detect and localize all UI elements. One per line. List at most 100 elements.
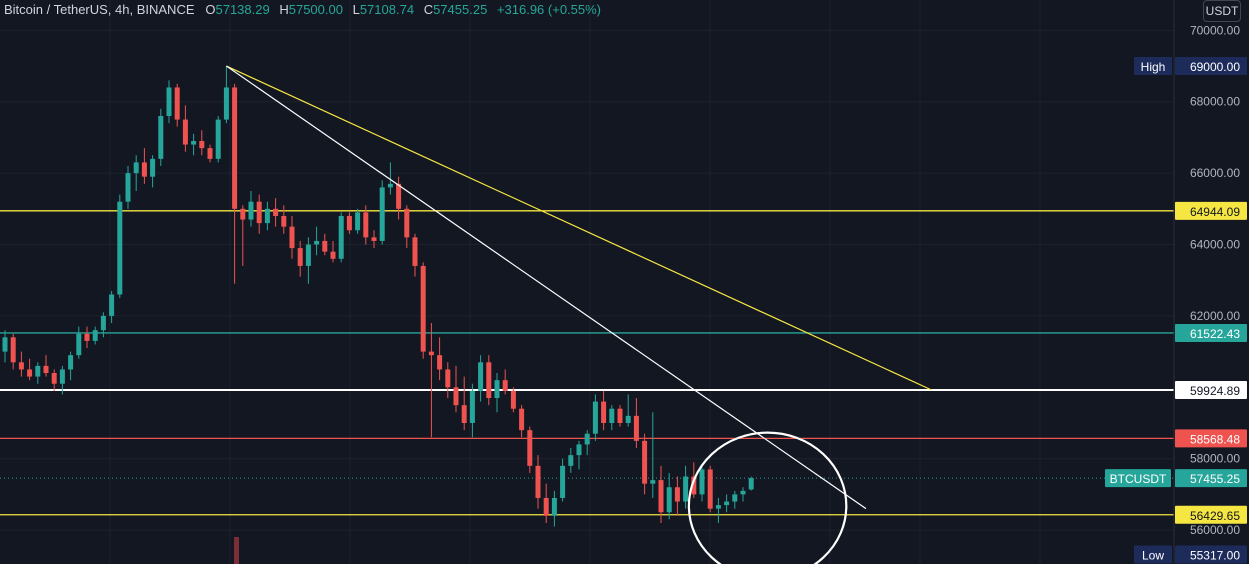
candle-body bbox=[166, 87, 172, 117]
marker-name-bg bbox=[1134, 57, 1172, 76]
candle-body bbox=[76, 333, 82, 356]
candle-body bbox=[264, 208, 270, 224]
last-price-tag-bg bbox=[1175, 469, 1247, 488]
candle-body bbox=[461, 405, 467, 423]
candle-body bbox=[404, 208, 410, 238]
candle-body bbox=[223, 87, 229, 120]
candle-body bbox=[412, 237, 418, 266]
candle-body bbox=[281, 215, 287, 227]
candle-body bbox=[346, 215, 352, 231]
candle-body bbox=[191, 141, 197, 145]
candle-body bbox=[182, 119, 188, 145]
highlight-ellipse[interactable] bbox=[687, 431, 848, 564]
candle-body bbox=[748, 478, 754, 490]
candle-body bbox=[494, 380, 500, 399]
high-value: 57500.00 bbox=[288, 2, 343, 17]
candle-body bbox=[453, 387, 459, 406]
candle-body bbox=[609, 408, 615, 423]
candle-body bbox=[445, 369, 451, 388]
candle-body bbox=[314, 240, 320, 245]
level-price-tag-bg bbox=[1175, 429, 1247, 448]
candle-body bbox=[469, 390, 475, 423]
candle-body bbox=[560, 465, 566, 498]
candle-body bbox=[35, 365, 41, 377]
candle-body bbox=[650, 480, 656, 484]
candle-body bbox=[715, 505, 721, 509]
candle-body bbox=[2, 337, 8, 352]
candle-body bbox=[732, 494, 738, 502]
marker-name-low: Low bbox=[1142, 548, 1164, 562]
candle-body bbox=[379, 187, 385, 241]
candle-body bbox=[527, 430, 533, 466]
trendline[interactable] bbox=[226, 65, 932, 391]
candle-body bbox=[592, 401, 598, 434]
candle-body bbox=[478, 362, 484, 391]
candle-body bbox=[428, 351, 434, 356]
currency-unit-button[interactable]: USDT bbox=[1203, 0, 1241, 22]
symbol-title: Bitcoin / TetherUS, 4h, BINANCE bbox=[4, 2, 195, 17]
candle-body bbox=[18, 362, 24, 370]
level-price-tag: 58568.48 bbox=[1190, 432, 1240, 446]
candle-body bbox=[322, 240, 328, 252]
candle-body bbox=[141, 162, 147, 177]
y-axis-tick-label: 62000.00 bbox=[1190, 309, 1240, 323]
candle-body bbox=[355, 212, 361, 231]
close-value: 57455.25 bbox=[433, 2, 488, 17]
level-price-tag-bg bbox=[1175, 201, 1247, 220]
candle-body bbox=[396, 183, 402, 209]
candle-body bbox=[330, 251, 336, 259]
candle-body bbox=[543, 497, 549, 516]
candle-body bbox=[150, 158, 156, 177]
candle-body bbox=[724, 501, 730, 506]
candle-body bbox=[207, 148, 213, 159]
candle-body bbox=[576, 444, 582, 456]
y-axis-tick-label: 68000.00 bbox=[1190, 95, 1240, 109]
open-label: O bbox=[205, 2, 216, 17]
level-price-tag: 61522.43 bbox=[1190, 327, 1240, 341]
candle-body bbox=[133, 162, 139, 174]
high-label: H bbox=[279, 2, 289, 17]
candle-body bbox=[371, 237, 377, 241]
candle-body bbox=[510, 390, 516, 409]
candle-body bbox=[535, 465, 541, 498]
trendline[interactable] bbox=[226, 65, 867, 510]
last-price-tag: 57455.25 bbox=[1190, 472, 1240, 486]
candle-body bbox=[633, 415, 639, 441]
level-price-tag-bg bbox=[1175, 380, 1247, 399]
low-value: 57108.74 bbox=[359, 2, 415, 17]
candle-body bbox=[642, 440, 648, 484]
candle-body bbox=[215, 119, 221, 159]
candle-body bbox=[297, 248, 303, 266]
level-price-tag-bg bbox=[1175, 505, 1247, 524]
marker-price-tag-bg bbox=[1175, 57, 1247, 76]
candle-body bbox=[363, 212, 369, 238]
candle-body bbox=[43, 365, 49, 374]
open-value: 57138.29 bbox=[215, 2, 270, 17]
marker-name-high: High bbox=[1141, 60, 1166, 74]
candle-body bbox=[486, 362, 492, 399]
candle-body bbox=[10, 337, 16, 363]
candle-body bbox=[100, 315, 106, 331]
candle-body bbox=[502, 380, 508, 391]
level-price-tag-bg bbox=[1175, 323, 1247, 342]
candle-body bbox=[199, 141, 205, 149]
level-price-tag: 59924.89 bbox=[1190, 384, 1240, 398]
candle-body bbox=[240, 208, 246, 220]
marker-name-bg bbox=[1134, 545, 1172, 564]
candle-body bbox=[117, 201, 123, 295]
candle-body bbox=[305, 244, 311, 266]
candle-body bbox=[437, 355, 443, 370]
candle-body bbox=[617, 408, 623, 423]
candle-body bbox=[519, 408, 525, 431]
candle-body bbox=[420, 265, 426, 352]
candle-body bbox=[232, 87, 238, 209]
candle-body bbox=[92, 330, 98, 341]
candle-body bbox=[551, 497, 557, 516]
candle-body bbox=[273, 208, 279, 216]
candle-body bbox=[699, 469, 705, 495]
candle-body bbox=[338, 215, 344, 259]
last-symbol-bg bbox=[1105, 469, 1171, 488]
level-price-tag: 56429.65 bbox=[1190, 509, 1240, 523]
candle-body bbox=[625, 415, 631, 423]
